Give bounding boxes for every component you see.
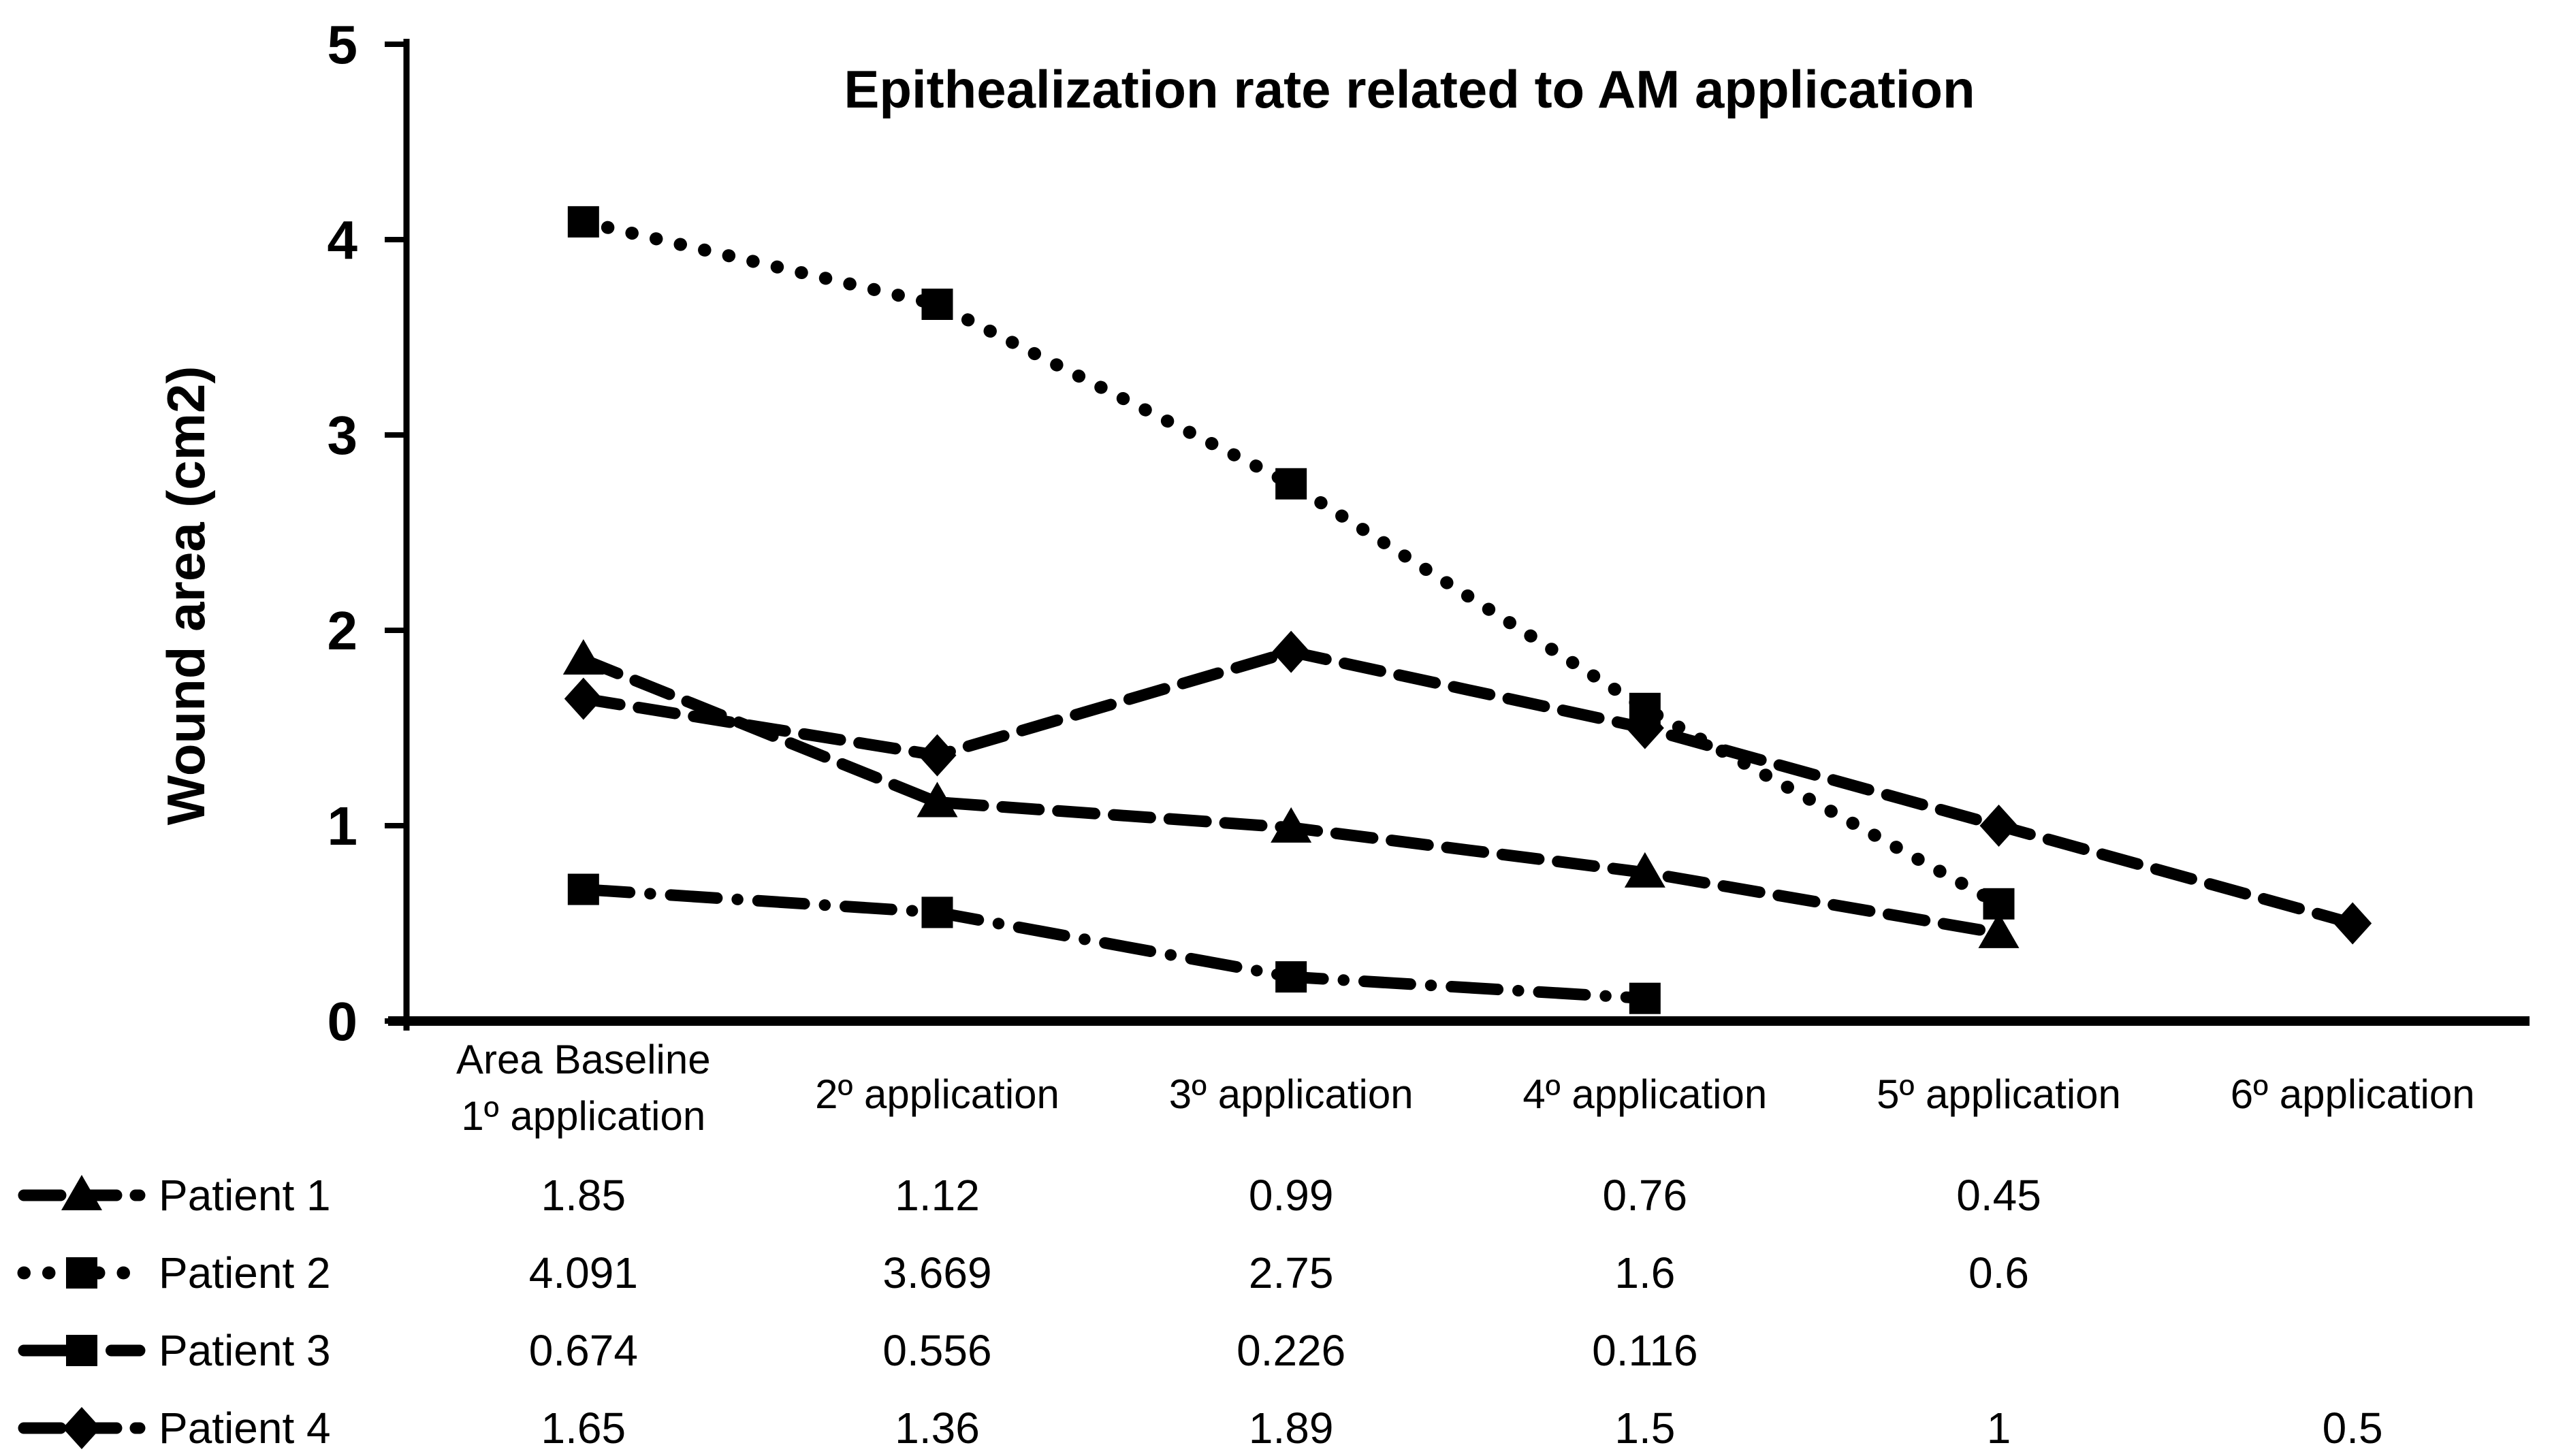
table-cell-value: 4.091 [529, 1248, 638, 1297]
data-point-marker [1275, 468, 1307, 500]
data-point-marker [1629, 982, 1661, 1014]
table-cell-value: 0.5 [2323, 1404, 2383, 1453]
table-cell-value: 0.226 [1237, 1326, 1345, 1375]
data-point-marker [1624, 852, 1665, 888]
x-category-label: 6º application [2231, 1071, 2475, 1117]
legend-label: Patient 4 [159, 1404, 331, 1453]
series-line [577, 215, 2005, 911]
series-patient-4 [564, 630, 2372, 945]
data-point-marker [921, 896, 953, 928]
series-line [577, 646, 2359, 929]
data-point-marker [564, 677, 603, 720]
x-category-label-line: 1º application [461, 1093, 705, 1139]
y-tick-label: 2 [328, 600, 358, 661]
series-line [577, 884, 1651, 1005]
data-point-marker [918, 734, 957, 777]
series-line [577, 653, 2005, 939]
table-cell-value: 1.12 [895, 1171, 980, 1220]
series-patient-3 [567, 873, 1661, 1014]
data-point-marker [567, 873, 599, 905]
x-category-label: 2º application [815, 1071, 1059, 1117]
data-point-marker [1978, 912, 2020, 948]
data-point-marker [1983, 888, 2015, 920]
legend-marker [66, 1257, 97, 1289]
x-category-label: 4º application [1522, 1071, 1767, 1117]
table-cell-value: 0.6 [1968, 1248, 2029, 1297]
table-cell-value: 1.89 [1249, 1404, 1334, 1453]
table-row: Patient 1 1.85 1.12 0.99 0.76 0.45 [18, 1171, 2041, 1220]
legend-label: Patient 3 [159, 1326, 331, 1375]
table-cell-value: 1.85 [541, 1171, 626, 1220]
table-cell-value: 1 [1987, 1404, 2011, 1453]
table-cell-value: 0.674 [529, 1326, 638, 1375]
legend-label: Patient 2 [159, 1248, 331, 1297]
table-row: Patient 2 4.091 3.669 2.75 1.6 0.6 [17, 1248, 2029, 1297]
table-cell-value: 0.116 [1592, 1326, 1697, 1375]
data-point-marker [1979, 805, 2018, 847]
y-tick-label: 3 [328, 405, 358, 466]
table-cell-value: 0.556 [882, 1326, 991, 1375]
x-category-label: 3º application [1169, 1071, 1414, 1117]
y-tick-label: 5 [328, 14, 358, 75]
legend-marker [61, 1175, 102, 1210]
table-cell-value: 2.75 [1249, 1248, 1334, 1297]
x-category-label-line: Area Baseline [456, 1037, 711, 1082]
data-point-marker [1275, 961, 1307, 993]
x-category-label: 5º application [1877, 1071, 2121, 1117]
table-cell-value: 1.36 [895, 1404, 980, 1453]
y-tick-label: 0 [328, 991, 358, 1052]
data-point-marker [562, 639, 604, 675]
x-axis: Area Baseline 1º application 2º applicatio… [388, 1016, 2530, 1139]
data-point-marker [1271, 807, 1312, 843]
table-cell-value: 0.76 [1603, 1171, 1688, 1220]
chart-title: Epithealization rate related to AM appli… [844, 59, 1975, 119]
data-table: Patient 1 1.85 1.12 0.99 0.76 0.45 Patient 2 4.… [17, 1171, 2383, 1453]
legend-marker [66, 1335, 97, 1366]
x-category-label: Area Baseline 1º application [456, 1037, 711, 1139]
table-row: Patient 3 0.674 0.556 0.226 0.116 [18, 1326, 1698, 1375]
table-cell-value: 0.45 [1956, 1171, 2041, 1220]
data-point-marker [567, 206, 599, 238]
data-point-marker [1272, 630, 1311, 673]
data-point-marker [916, 781, 958, 818]
data-point-marker [1625, 707, 1664, 749]
data-point-marker [921, 288, 953, 320]
table-cell-value: 0.99 [1249, 1171, 1334, 1220]
legend-label: Patient 1 [159, 1171, 331, 1220]
table-cell-value: 1.65 [541, 1404, 626, 1453]
table-cell-value: 3.669 [882, 1248, 991, 1297]
data-point-marker [2333, 902, 2372, 945]
y-tick-label: 4 [328, 210, 358, 270]
table-cell-value: 1.6 [1614, 1248, 1675, 1297]
table-row: Patient 4 1.65 1.36 1.89 1.5 1 0.5 [18, 1404, 2383, 1453]
y-tick-label: 1 [328, 796, 358, 856]
table-cell-value: 1.5 [1614, 1404, 1675, 1453]
series-lines [562, 206, 2372, 1014]
y-axis-title: Wound area (cm2) [156, 366, 216, 826]
y-axis: 0 1 2 3 4 5 [328, 14, 410, 1052]
legend-marker [63, 1407, 101, 1449]
series-patient-1 [562, 639, 2020, 948]
